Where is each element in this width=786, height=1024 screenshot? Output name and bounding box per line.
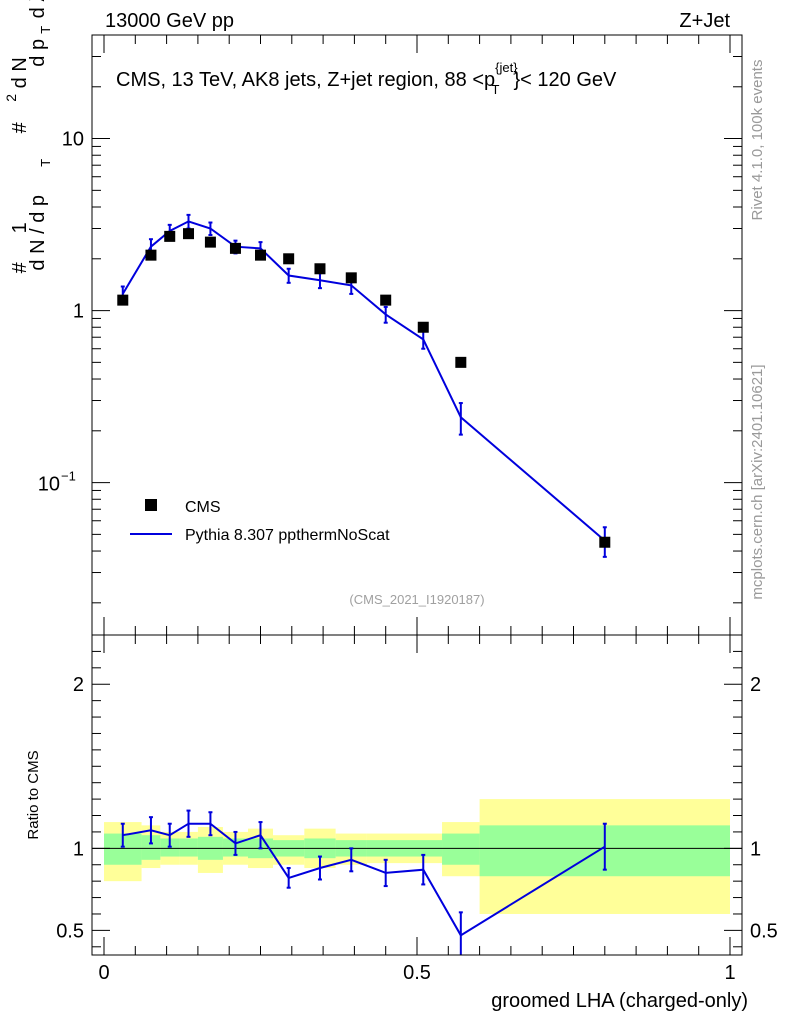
cms-data-point <box>145 249 157 261</box>
header-beam-label: 13000 GeV pp <box>105 10 234 32</box>
ratio-series-line <box>122 822 606 937</box>
source-label: mcplots.cern.ch [arXiv:2401.10621] <box>749 364 766 599</box>
ratio-y-axis-label: Ratio to CMS <box>25 750 42 839</box>
plot-title-sup: {jet} <box>495 60 518 75</box>
cms-data-point <box>380 294 392 306</box>
ratio-y-tick-label-left: 2 <box>73 674 84 696</box>
rivet-version-label: Rivet 4.1.0, 100k events <box>749 60 766 221</box>
legend-label-pythia: Pythia 8.307 ppthermNoScat <box>185 527 390 544</box>
cms-data-point <box>164 230 176 242</box>
ratio-y-tick-label-left: 1 <box>73 838 84 860</box>
plot-title-main: CMS, 13 TeV, AK8 jets, Z+jet region, 88 … <box>116 69 495 91</box>
cms-data-point <box>345 272 357 284</box>
main-y-axis-label: # 1 d N / d p T # 2 d N d p T d λ <box>0 0 55 273</box>
ratio-y-tick-label-right: 0.5 <box>750 920 778 942</box>
plot-title: CMS, 13 TeV, AK8 jets, Z+jet region, 88 … <box>116 60 617 97</box>
cms-data-point <box>314 263 326 275</box>
cms-data-point <box>204 236 216 248</box>
cms-data-point <box>255 249 266 261</box>
cms-data-point <box>455 356 467 368</box>
ratio-band-inner <box>179 838 198 857</box>
legend-label-cms: CMS <box>185 499 221 516</box>
plot-title-sub: T <box>492 82 500 97</box>
plot-title-end: }< 120 GeV <box>514 69 618 91</box>
ratio-band-inner <box>141 835 161 860</box>
x-axis-label: groomed LHA (charged-only) <box>491 990 748 1012</box>
cms-data-point <box>417 321 429 333</box>
main-y-tick-label-10: 10 <box>62 129 84 151</box>
ratio-plot-panel: 0.5 0.5 1 1 2 2 0 0.5 1 <box>56 634 778 984</box>
x-tick-label: 0 <box>98 962 109 984</box>
legend: CMS Pythia 8.307 ppthermNoScat <box>130 499 390 544</box>
ratio-y-tick-label-left: 0.5 <box>56 920 84 942</box>
cms-data-point <box>183 228 195 240</box>
ratio-y-tick-label-right: 1 <box>750 838 761 860</box>
cms-data-point <box>229 242 241 254</box>
main-y-tick-label-0.1-base: 10 <box>38 474 60 496</box>
legend-marker-cms <box>145 499 157 511</box>
svg-text:# 1 d N / d p: # 1 d N / d p T # 2 d N d p T d λ <box>0 0 55 273</box>
cms-data-point <box>599 536 611 548</box>
ratio-band-inner <box>442 833 480 865</box>
header-process-label: Z+Jet <box>679 10 730 32</box>
x-tick-label: 1 <box>724 962 735 984</box>
main-y-tick-label-0.1-exp: −1 <box>61 469 76 484</box>
ratio-y-tick-label-right: 2 <box>750 674 761 696</box>
x-tick-label: 0.5 <box>403 962 431 984</box>
cms-data-point <box>283 253 295 265</box>
analysis-watermark: (CMS_2021_I1920187) <box>349 592 484 607</box>
mc-series-line <box>121 220 606 542</box>
cms-data-point <box>117 294 129 306</box>
main-y-tick-label-1: 1 <box>73 301 84 323</box>
